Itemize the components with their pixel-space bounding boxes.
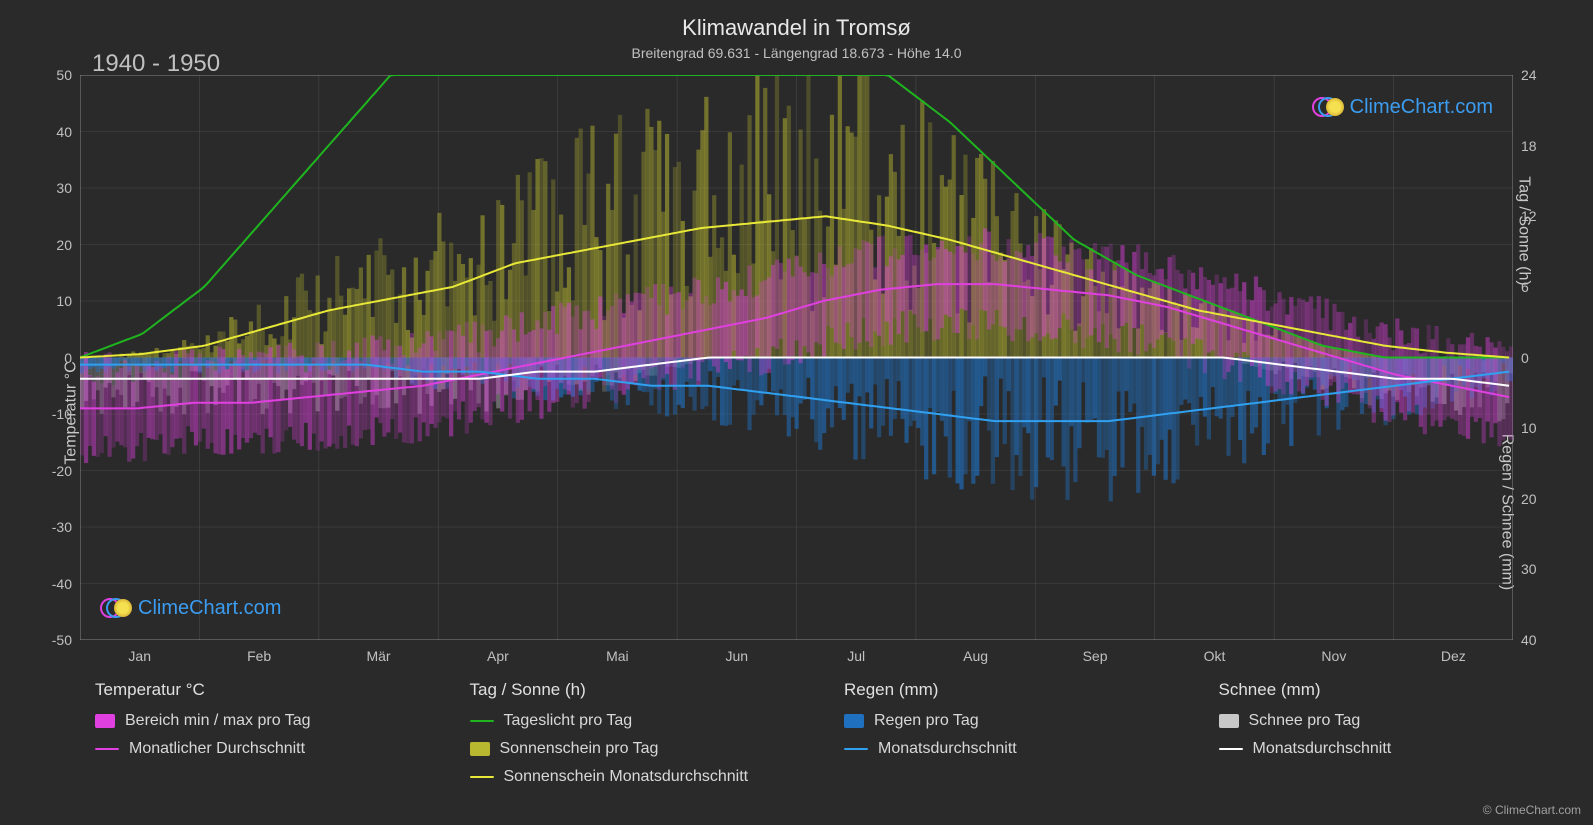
legend-item: Tageslicht pro Tag — [470, 712, 805, 730]
legend-line-icon — [470, 720, 494, 722]
watermark-text: ClimeChart.com — [1350, 96, 1493, 119]
x-tick: Dez — [1441, 648, 1466, 664]
legend-item: Sonnenschein Monatsdurchschnitt — [470, 768, 805, 786]
y-tick-right: 12 — [1521, 208, 1537, 224]
legend-item: Bereich min / max pro Tag — [95, 712, 430, 730]
chart-title: Klimawandel in Tromsø — [80, 15, 1513, 41]
x-tick: Sep — [1083, 648, 1108, 664]
legend-item: Monatlicher Durchschnitt — [95, 740, 430, 758]
y-tick-left: 50 — [56, 67, 72, 83]
legend-label: Monatlicher Durchschnitt — [129, 740, 305, 758]
y-tick-left: -40 — [52, 576, 72, 592]
legend-label: Tageslicht pro Tag — [504, 712, 633, 730]
legend-swatch-icon — [95, 714, 115, 728]
y-tick-right: 30 — [1521, 561, 1537, 577]
period-label: 1940 - 1950 — [92, 50, 220, 78]
legend-header: Regen (mm) — [844, 680, 1179, 700]
legend-line-icon — [470, 776, 494, 778]
watermark-logo-icon — [1312, 95, 1344, 119]
legend: Temperatur °C Bereich min / max pro Tag M… — [95, 680, 1553, 810]
legend-col-snow: Schnee (mm) Schnee pro Tag Monatsdurchsch… — [1219, 680, 1554, 810]
copyright: © ClimeChart.com — [1483, 803, 1581, 817]
y-tick-right: 40 — [1521, 632, 1537, 648]
y-tick-right: 0 — [1521, 350, 1529, 366]
legend-col-temp: Temperatur °C Bereich min / max pro Tag M… — [95, 680, 430, 810]
y-tick-left: -30 — [52, 519, 72, 535]
legend-label: Regen pro Tag — [874, 712, 979, 730]
legend-item: Monatsdurchschnitt — [844, 740, 1179, 758]
legend-label: Sonnenschein pro Tag — [500, 740, 659, 758]
legend-header: Temperatur °C — [95, 680, 430, 700]
x-tick: Mai — [606, 648, 629, 664]
x-tick: Apr — [487, 648, 509, 664]
legend-label: Schnee pro Tag — [1249, 712, 1361, 730]
watermark-text: ClimeChart.com — [138, 597, 281, 620]
y-tick-left: -50 — [52, 632, 72, 648]
y-tick-right: 18 — [1521, 138, 1537, 154]
chart-subtitle: Breitengrad 69.631 - Längengrad 18.673 -… — [80, 45, 1513, 61]
legend-item: Sonnenschein pro Tag — [470, 740, 805, 758]
x-tick: Nov — [1321, 648, 1346, 664]
legend-swatch-icon — [844, 714, 864, 728]
legend-label: Monatsdurchschnitt — [878, 740, 1017, 758]
legend-line-icon — [844, 748, 868, 750]
watermark-top: ClimeChart.com — [1312, 95, 1493, 119]
legend-swatch-icon — [470, 742, 490, 756]
legend-item: Regen pro Tag — [844, 712, 1179, 730]
y-tick-left: 30 — [56, 180, 72, 196]
legend-line-icon — [95, 748, 119, 750]
legend-col-sun: Tag / Sonne (h) Tageslicht pro Tag Sonnen… — [470, 680, 805, 810]
y-tick-left: 20 — [56, 237, 72, 253]
y-tick-left: 40 — [56, 124, 72, 140]
y-tick-right: 6 — [1521, 279, 1529, 295]
legend-label: Bereich min / max pro Tag — [125, 712, 311, 730]
x-tick: Okt — [1204, 648, 1226, 664]
x-tick: Aug — [963, 648, 988, 664]
legend-label: Monatsdurchschnitt — [1253, 740, 1392, 758]
x-tick: Feb — [247, 648, 271, 664]
chart-svg — [80, 75, 1513, 640]
legend-swatch-icon — [1219, 714, 1239, 728]
x-tick: Jan — [128, 648, 151, 664]
y-tick-right: 24 — [1521, 67, 1537, 83]
y-axis-right-top-label: Tag / Sonne (h) — [1514, 176, 1532, 285]
legend-header: Tag / Sonne (h) — [470, 680, 805, 700]
legend-header: Schnee (mm) — [1219, 680, 1554, 700]
legend-label: Sonnenschein Monatsdurchschnitt — [504, 768, 749, 786]
y-tick-left: 0 — [64, 350, 72, 366]
legend-line-icon — [1219, 748, 1243, 750]
y-tick-left: -20 — [52, 463, 72, 479]
x-tick: Jun — [725, 648, 748, 664]
legend-item: Monatsdurchschnitt — [1219, 740, 1554, 758]
y-tick-left: 10 — [56, 293, 72, 309]
plot-area: -50-40-30-20-100102030405006121824102030… — [80, 75, 1513, 640]
y-tick-right: 10 — [1521, 420, 1537, 436]
legend-item: Schnee pro Tag — [1219, 712, 1554, 730]
y-tick-left: -10 — [52, 406, 72, 422]
y-tick-right: 20 — [1521, 491, 1537, 507]
watermark-logo-icon — [100, 596, 132, 620]
x-tick: Mär — [366, 648, 390, 664]
watermark-bottom: ClimeChart.com — [100, 596, 281, 620]
x-tick: Jul — [847, 648, 865, 664]
legend-col-rain: Regen (mm) Regen pro Tag Monatsdurchschni… — [844, 680, 1179, 810]
